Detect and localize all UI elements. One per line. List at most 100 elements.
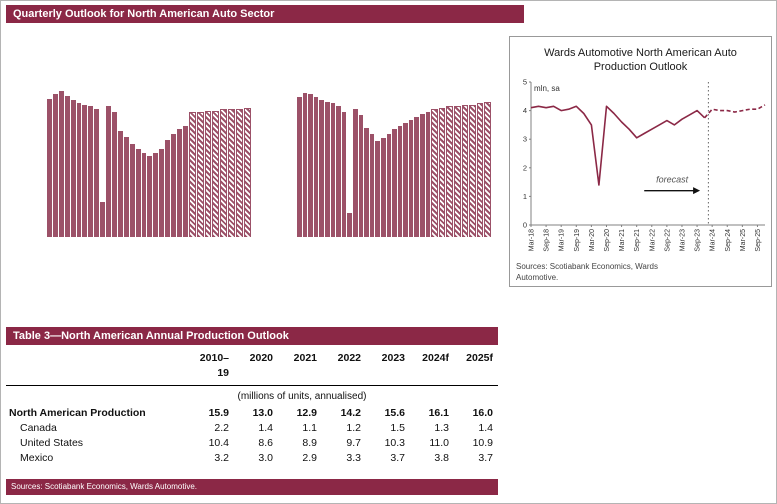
column-header: 2020 xyxy=(249,352,273,364)
column-header: 2021 xyxy=(293,352,317,364)
forecast-bar xyxy=(484,102,491,237)
history-bar xyxy=(375,141,380,237)
forecast-bar xyxy=(476,103,484,237)
forecast-bar xyxy=(446,106,454,237)
history-line xyxy=(530,105,706,186)
x-axis-label: Mar-25 xyxy=(740,229,747,251)
table-header-row: 2010–19 2020 2021 2022 2023 2024f 2025f xyxy=(6,351,498,379)
table-cell: 10.4 xyxy=(208,437,229,449)
x-axis-label: Mar-20 xyxy=(589,229,596,251)
history-bar xyxy=(171,134,176,237)
forecast-line xyxy=(704,104,766,119)
history-bar xyxy=(135,149,141,237)
x-axis-label: Sep-19 xyxy=(574,229,581,252)
history-bar xyxy=(88,106,94,237)
page-title-bar: Quarterly Outlook for North American Aut… xyxy=(6,5,524,23)
forecast-bar xyxy=(236,109,244,237)
table-cell: 10.3 xyxy=(384,437,405,449)
row-label: North American Production xyxy=(9,407,146,419)
forecast-bar xyxy=(220,109,228,237)
column-header: 2022 xyxy=(337,352,361,364)
x-axis-label: Sep-24 xyxy=(725,229,732,252)
table-cell: 3.3 xyxy=(346,452,361,464)
history-bar xyxy=(129,144,135,237)
forecast-annotation: forecast xyxy=(656,175,689,185)
table-cell: 3.7 xyxy=(390,452,405,464)
history-bar xyxy=(324,102,330,237)
history-bar xyxy=(58,91,64,237)
table-row: North American Production 15.9 13.0 12.9… xyxy=(6,406,498,421)
history-bar xyxy=(165,140,171,237)
forecast-bar xyxy=(188,112,196,237)
table-cell: 15.9 xyxy=(208,407,229,419)
forecast-bar xyxy=(431,109,438,237)
forecast-arrowhead xyxy=(693,187,701,195)
history-bar xyxy=(380,138,386,237)
history-bar xyxy=(153,153,159,237)
table-cell: 10.9 xyxy=(472,437,493,449)
table-title: Table 3—North American Annual Production… xyxy=(13,330,289,342)
y-axis-label: 4 xyxy=(523,106,527,115)
history-bar xyxy=(369,134,375,237)
column-header: 2010–19 xyxy=(199,352,229,379)
history-bar xyxy=(70,100,76,237)
history-bar xyxy=(352,109,358,237)
table-sources-text: Sources: Scotiabank Economics, Wards Aut… xyxy=(11,482,198,491)
history-bar xyxy=(364,128,369,237)
row-label: Canada xyxy=(20,422,57,434)
history-bar xyxy=(392,129,397,237)
history-bar xyxy=(52,94,58,237)
y-axis-label: 1 xyxy=(523,192,527,201)
history-bar xyxy=(123,137,129,237)
table-row: Canada 2.2 1.4 1.1 1.2 1.5 1.3 1.4 xyxy=(6,421,498,436)
column-header: 2023 xyxy=(381,352,405,364)
x-axis-label: Sep-23 xyxy=(695,229,702,252)
history-bar xyxy=(111,112,117,237)
table-row: United States 10.4 8.6 8.9 9.7 10.3 11.0… xyxy=(6,436,498,451)
history-bar xyxy=(147,156,153,237)
x-axis-label: Sep-21 xyxy=(634,229,641,252)
table-cell: 1.1 xyxy=(302,422,317,434)
history-bar xyxy=(414,117,420,237)
table-units-note: (millions of units, annualised) xyxy=(237,391,367,402)
table-cell: 12.9 xyxy=(296,407,317,419)
row-label: Mexico xyxy=(20,452,54,464)
table-cell: 13.0 xyxy=(252,407,273,419)
forecast-bar xyxy=(228,109,236,237)
table-cell: 3.0 xyxy=(258,452,273,464)
x-axis-label: Sep-25 xyxy=(755,229,762,252)
table-cell: 16.0 xyxy=(472,407,493,419)
y-axis-label: 2 xyxy=(523,163,527,172)
x-axis-label: Mar-18 xyxy=(529,229,536,251)
table-cell: 1.3 xyxy=(434,422,449,434)
history-bar xyxy=(176,129,182,237)
table-cell: 2.2 xyxy=(214,422,229,434)
history-bar xyxy=(117,131,123,237)
forecast-bar xyxy=(244,108,251,237)
table-cell: 15.6 xyxy=(384,407,405,419)
x-axis-label: Mar-22 xyxy=(649,229,656,251)
x-axis-label: Mar-21 xyxy=(619,229,626,251)
y-axis-label: 3 xyxy=(523,135,527,144)
table-cell: 8.9 xyxy=(302,437,317,449)
y-axis-label: 0 xyxy=(523,221,527,230)
table-cell: 1.5 xyxy=(390,422,405,434)
table-divider xyxy=(6,385,498,386)
table-title-bar: Table 3—North American Annual Production… xyxy=(6,327,498,345)
table-cell: 14.2 xyxy=(340,407,361,419)
page-title: Quarterly Outlook for North American Aut… xyxy=(13,8,275,20)
bar-chart-right xyxy=(297,85,491,237)
history-bar xyxy=(302,93,308,237)
history-bar xyxy=(159,149,165,237)
table-cell: 3.2 xyxy=(214,452,229,464)
table-cell: 8.6 xyxy=(258,437,273,449)
history-bar xyxy=(94,109,100,237)
history-bar xyxy=(106,106,111,237)
line-chart: 0 1 2 3 4 5 Mar-18 Sep-18 Mar-19 Sep-19 Mar-20 Sep-… xyxy=(523,78,766,252)
history-bar xyxy=(408,120,414,237)
x-axis-label: Sep-22 xyxy=(664,229,671,252)
line-chart-title: Wards Automotive North American Auto Pro… xyxy=(544,47,737,74)
table-cell: 3.8 xyxy=(434,452,449,464)
history-bar xyxy=(100,202,106,237)
